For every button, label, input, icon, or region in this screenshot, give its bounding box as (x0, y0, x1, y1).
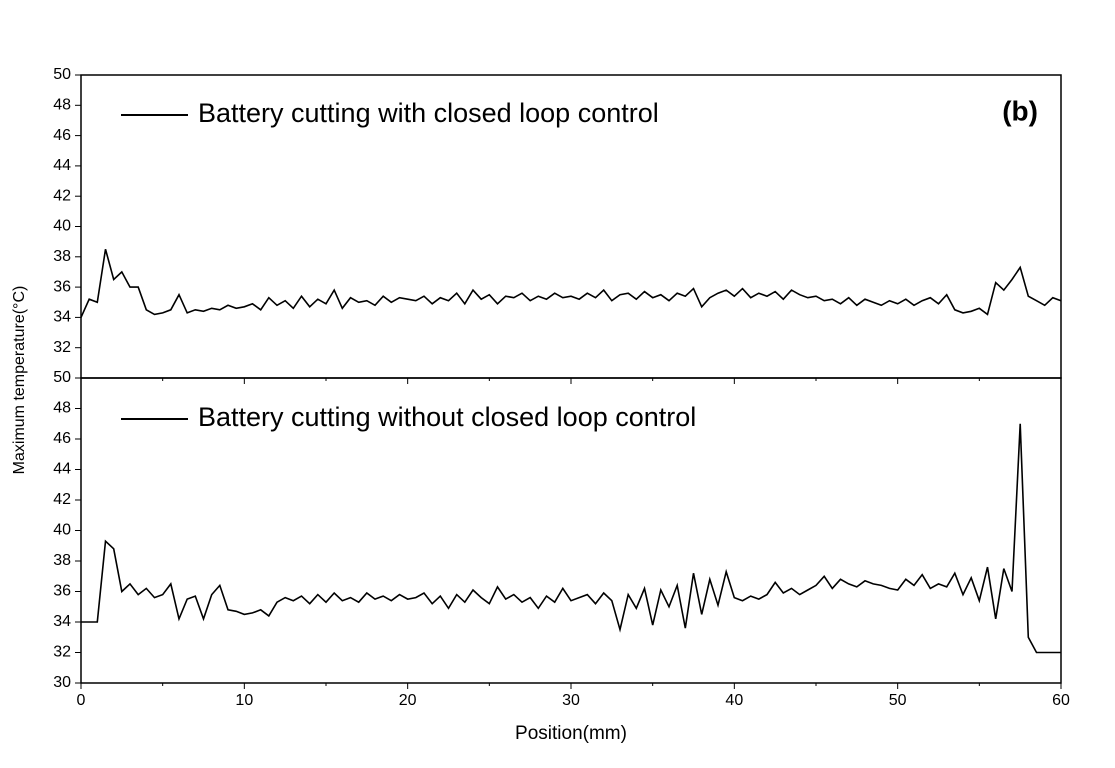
y-tick-label: 46 (53, 430, 71, 447)
x-tick-label: 50 (889, 692, 907, 709)
data-line (81, 423, 1061, 654)
y-tick-label: 48 (53, 97, 71, 114)
y-tick-label: 32 (53, 644, 71, 661)
x-tick-label: 20 (399, 692, 417, 709)
y-tick-label: 46 (53, 127, 71, 144)
y-tick-label: 40 (53, 522, 71, 539)
x-tick-label: 10 (235, 692, 253, 709)
y-tick-label: 32 (53, 339, 71, 356)
annotation: (b) (1002, 95, 1038, 126)
x-axis-label: Position(mm) (515, 723, 627, 744)
y-tick-label: 48 (53, 400, 71, 417)
legend-label: Battery cutting with closed loop control (198, 98, 659, 128)
y-tick-label: 44 (53, 461, 71, 478)
y-tick-label: 38 (53, 248, 71, 265)
legend-label: Battery cutting without closed loop cont… (198, 402, 696, 432)
y-tick-label: 44 (53, 157, 71, 174)
x-tick-label: 40 (725, 692, 743, 709)
x-tick-label: 30 (562, 692, 580, 709)
y-tick-label: 42 (53, 491, 71, 508)
y-tick-label: 36 (53, 278, 71, 295)
x-tick-label: 0 (77, 692, 86, 709)
data-line (80, 248, 1062, 318)
y-tick-label: 38 (53, 552, 71, 569)
y-tick-label: 50 (53, 66, 71, 83)
y-axis-label: Maximum temperature(°C) (11, 286, 28, 475)
y-tick-label: 34 (53, 613, 71, 630)
y-tick-label: 36 (53, 583, 71, 600)
y-tick-label: 40 (53, 218, 71, 235)
y-tick-label: 34 (53, 309, 71, 326)
x-tick-label: 60 (1052, 692, 1070, 709)
y-tick-label: 30 (53, 674, 71, 691)
y-tick-label: 50 (53, 369, 71, 386)
y-tick-label: 42 (53, 187, 71, 204)
